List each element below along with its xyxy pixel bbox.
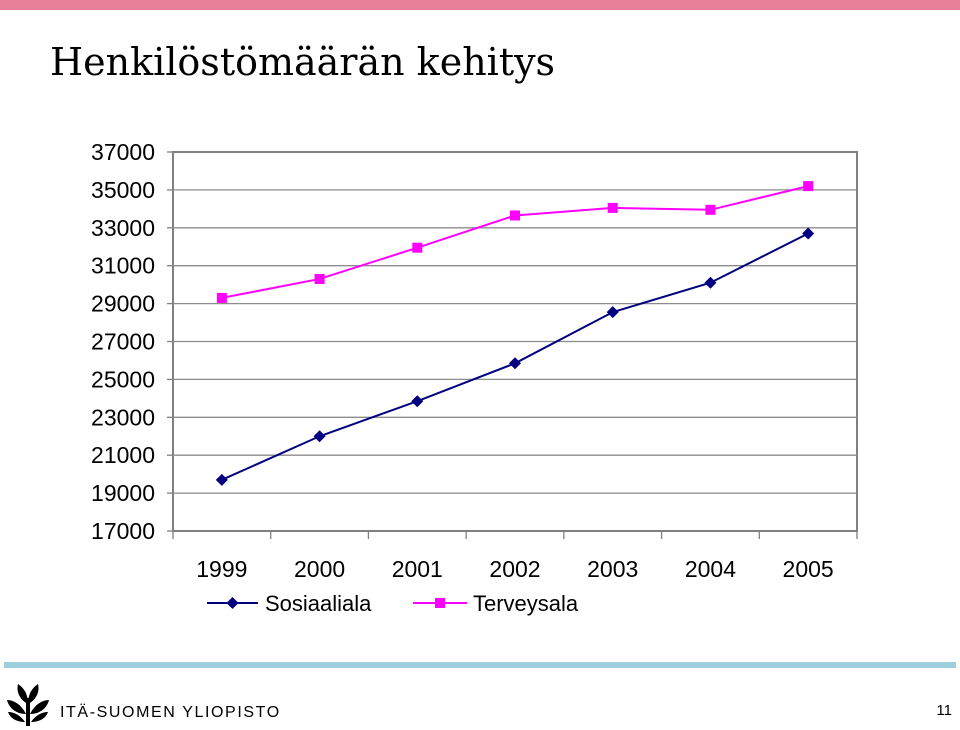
legend-label-1: Terveysala: [473, 591, 579, 616]
x-tick-label: 1999: [196, 556, 247, 582]
data-point-1: [705, 204, 716, 215]
y-tick-label: 19000: [91, 480, 155, 506]
data-point-0: [215, 473, 228, 486]
slide-title: Henkilöstömäärän kehitys: [50, 40, 556, 84]
x-tick-label: 2004: [685, 556, 736, 582]
line-chart: 37000 35000 33000 31000 29000 27000 25000 23000…: [91, 139, 858, 616]
y-tick-label: 31000: [91, 253, 155, 279]
data-point-1: [314, 273, 325, 284]
y-tick-label: 37000: [91, 139, 155, 165]
data-point-0: [802, 227, 815, 240]
x-tick-label: 2005: [783, 556, 834, 582]
x-tick-label: 2000: [294, 556, 345, 582]
y-tick-label: 27000: [91, 329, 155, 355]
data-point-0: [313, 430, 326, 443]
y-tick-label: 29000: [91, 291, 155, 317]
data-point-1: [607, 202, 618, 213]
legend-marker-0: [226, 597, 239, 609]
data-point-1: [803, 181, 814, 192]
data-point-0: [509, 357, 521, 370]
y-tick-label: 35000: [91, 177, 155, 203]
data-point-1: [510, 210, 520, 221]
series-line-1: [221, 185, 809, 299]
page-number: 11: [936, 702, 952, 719]
x-tick-label: 2003: [587, 556, 638, 582]
university-name: ITÄ-SUOMEN YLIOPISTO: [60, 704, 281, 721]
series-line-0: [221, 232, 809, 481]
data-point-0: [411, 395, 424, 408]
legend-label-0: Sosiaaliala: [265, 591, 372, 616]
data-point-1: [412, 242, 423, 253]
top-accent-bar: [0, 0, 960, 10]
data-point-0: [606, 306, 619, 319]
y-tick-label: 33000: [91, 215, 155, 241]
y-tick-label: 23000: [91, 404, 155, 430]
university-logo-icon: [7, 684, 49, 726]
y-tick-label: 17000: [91, 518, 155, 544]
data-point-0: [704, 276, 717, 289]
x-tick-label: 2001: [392, 556, 443, 582]
y-tick-label: 21000: [91, 442, 155, 468]
x-tick-label: 2002: [489, 556, 540, 582]
bottom-accent-bar: [4, 662, 956, 668]
data-point-1: [216, 292, 227, 303]
legend-marker-1: [435, 598, 445, 608]
y-tick-label: 25000: [91, 366, 155, 392]
